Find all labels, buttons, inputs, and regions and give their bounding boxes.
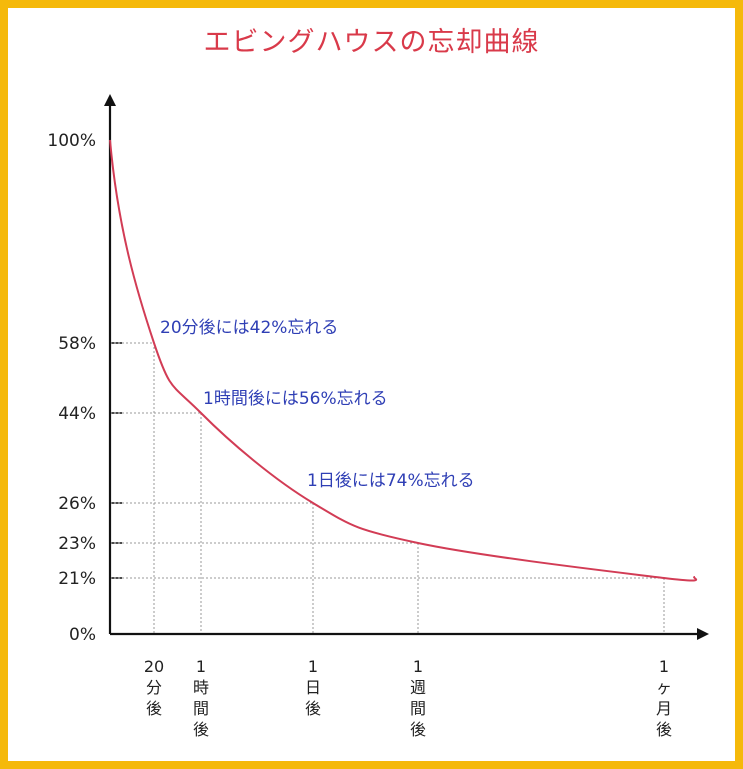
x-tick-label-part: 後: [656, 720, 672, 739]
axes: [104, 94, 709, 640]
x-tick-label-part: ヶ: [656, 678, 672, 697]
x-tick-label: 1 ヶ月後: [656, 657, 672, 739]
y-tick-label: 100%: [47, 131, 96, 151]
x-tick-label-part: 週: [410, 678, 426, 697]
x-tick-label-part: 1: [659, 657, 669, 676]
x-axis-arrow: [697, 628, 709, 640]
x-tick-label: 20 分後: [144, 657, 164, 718]
x-tick-label-part: 後: [193, 720, 209, 739]
x-tick-label-part: 後: [410, 720, 426, 739]
x-tick-label-part: 日: [305, 678, 321, 697]
chart-title: エビングハウスの忘却曲線: [203, 27, 540, 58]
x-tick-label: 1 時間後: [193, 657, 209, 739]
annotation-label: 20分後には42%忘れる: [160, 318, 338, 338]
y-tick-label: 26%: [58, 494, 96, 514]
x-tick-label-part: 間: [193, 699, 209, 718]
x-tick-label-part: 分: [146, 678, 162, 697]
y-tick-label: 0%: [69, 625, 96, 645]
annotations: 20分後には42%忘れる 1時間後には56%忘れる 1日後には74%忘れる: [160, 318, 475, 491]
guide-lines: [110, 342, 665, 634]
x-tick-label-part: 1: [196, 657, 206, 676]
annotation-label: 1日後には74%忘れる: [307, 471, 475, 491]
x-tick-label-part: 後: [146, 699, 162, 718]
x-tick-label-part: 1: [413, 657, 423, 676]
x-tick-label: 1 日後: [305, 657, 321, 718]
y-axis-arrow: [104, 94, 116, 106]
x-tick-label-part: 時: [193, 678, 209, 697]
forgetting-curve-line: [109, 139, 698, 582]
y-tick-label: 58%: [58, 334, 96, 354]
annotation-label: 1時間後には56%忘れる: [203, 389, 388, 409]
y-tick-label: 21%: [58, 569, 96, 589]
x-tick-label: 1 週間後: [410, 657, 426, 739]
x-tick-label-part: 1: [308, 657, 318, 676]
y-tick-labels: 0% 21% 23% 26% 44% 58% 100%: [47, 131, 96, 645]
x-tick-label-part: 後: [305, 699, 321, 718]
x-tick-label-part: 月: [656, 699, 672, 718]
x-tick-label-part: 20: [144, 657, 164, 676]
y-tick-label: 23%: [58, 534, 96, 554]
y-tick-label: 44%: [58, 404, 96, 424]
x-tick-label-part: 間: [410, 699, 426, 718]
